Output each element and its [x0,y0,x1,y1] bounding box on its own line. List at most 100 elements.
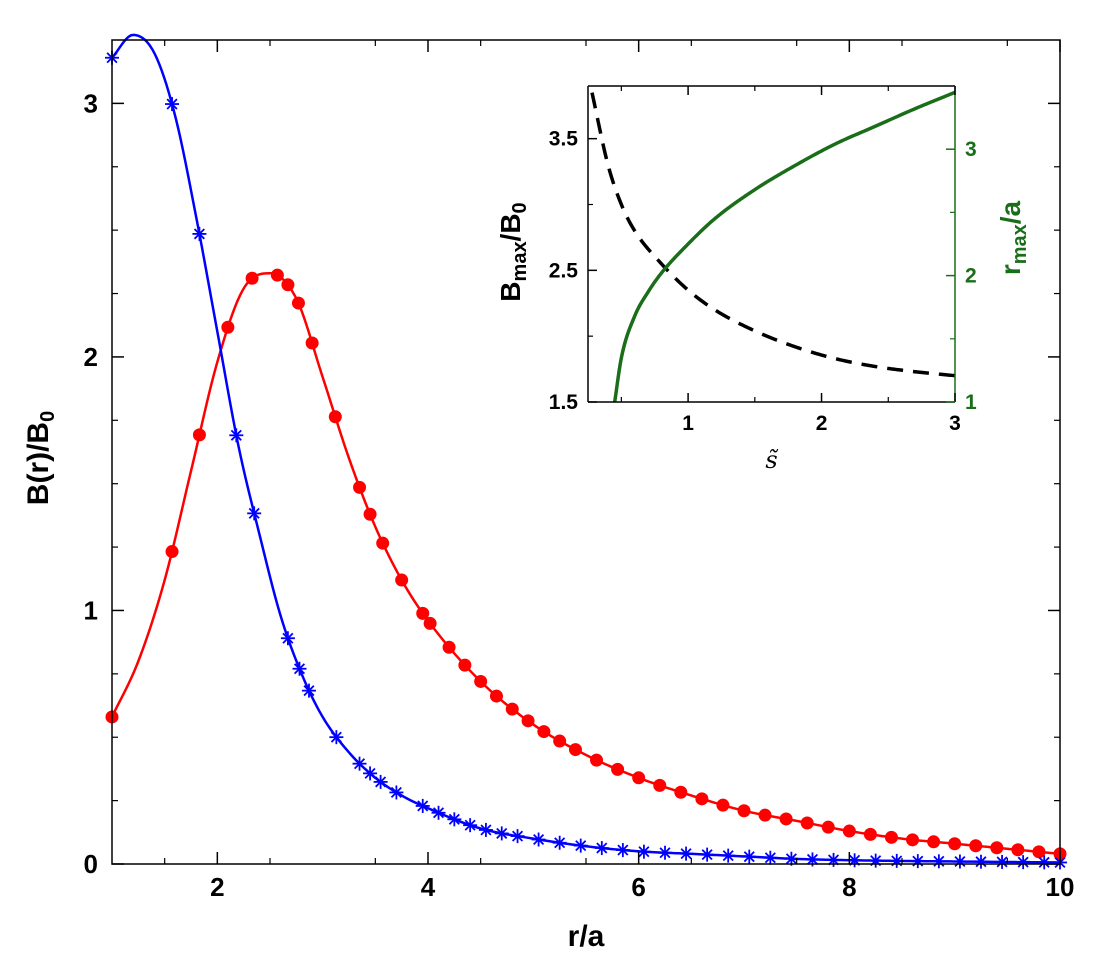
marker-stroke [432,807,445,819]
series-1-marker [1037,855,1052,870]
series-1-marker [329,730,344,745]
series-0-marker [590,753,604,767]
series-1-marker [763,850,778,865]
marker-stroke [448,813,460,825]
series-0-marker [245,271,259,285]
series-0-marker [948,837,962,851]
series-0-marker [568,743,582,757]
main-y-axis-label-subscript: 0 [37,411,59,422]
series-0-marker [328,410,342,424]
marker-stroke [353,758,366,770]
main-x-axis-label: r/a [568,920,605,953]
series-0-marker [927,835,941,849]
series-1-marker [431,805,446,820]
series-1-marker [910,854,925,869]
series-1-marker [494,826,509,841]
series-1-marker [415,798,430,813]
inset-right-label-tail: /a [995,200,1026,224]
inset-right-label-r: r [995,264,1026,275]
inset-right-label-sub-max: max [1009,224,1031,264]
series-1-marker [478,822,493,837]
inset-x-tick-label: 2 [816,412,828,435]
inset-left-label-mid: /B [495,213,526,241]
series-0-marker [489,689,503,703]
marker-stroke [303,685,315,697]
marker-stroke [533,833,545,846]
series-1-marker [721,848,736,863]
marker-stroke [330,731,342,743]
series-1-marker [363,766,378,781]
marker-stroke [954,855,966,868]
series-0-marker [906,833,920,847]
marker-stroke [511,830,524,842]
series-1-marker [974,854,988,869]
inset-left-tick-label: 2.5 [549,259,579,282]
series-1-marker [447,812,462,827]
series-1-marker [573,838,588,853]
inset-left-tick-label: 1.5 [549,391,579,414]
series-1-marker [510,829,525,844]
marker-stroke [282,632,294,644]
inset-right-tick-label: 3 [965,138,977,161]
inset-background [588,86,955,402]
series-0-marker [305,336,319,350]
series-0-marker [779,812,793,826]
series-1-marker [594,841,609,856]
marker-stroke [480,824,492,836]
inset-series-1-line [612,90,956,403]
series-0-marker [442,640,456,654]
series-0-marker [221,320,235,334]
marker-stroke [617,844,629,856]
marker-stroke [722,850,734,862]
series-0-marker [458,658,472,672]
marker-stroke [996,856,1008,868]
series-0-marker [165,545,179,559]
y-tick-label: 2 [84,342,98,372]
series-0-marker [695,792,709,806]
inset-right-tick-label: 2 [965,265,977,288]
marker-stroke [975,856,987,868]
series-0-marker [537,725,551,739]
marker-stroke [1038,856,1050,868]
series-0-marker [192,428,206,442]
series-0-marker [632,771,646,785]
series-1-marker [165,97,180,112]
y-tick-label: 3 [84,88,98,118]
series-0-marker [291,296,305,310]
series-1-marker [679,846,694,861]
series-0-marker [969,839,983,853]
marker-stroke [417,800,429,812]
series-0-marker [474,674,488,688]
x-tick-label: 6 [631,872,645,902]
series-1-marker [658,845,672,860]
series-1-marker [615,843,630,858]
series-0-marker [716,798,730,812]
x-tick-label: 10 [1046,872,1075,902]
series-0-marker [758,808,772,822]
series-1-marker [531,832,546,847]
marker-stroke [464,819,476,831]
series-1-marker [636,844,651,859]
series-0-marker [863,827,877,841]
marker-stroke [364,767,376,779]
marker-stroke [764,852,776,864]
series-1-marker [1016,855,1031,870]
marker-stroke [293,663,306,675]
marker-stroke [1017,856,1029,868]
series-0-marker [1011,843,1025,857]
series-1-marker [389,785,404,800]
marker-stroke [230,429,242,441]
series-0-marker [800,816,814,830]
series-0-marker [423,616,437,630]
marker-stroke [575,840,587,852]
x-tick-label: 8 [842,872,856,902]
series-0-marker [990,841,1004,855]
marker-stroke [806,853,819,865]
series-1-marker [868,853,883,868]
series-1-marker [700,847,715,862]
marker-stroke [193,228,205,240]
